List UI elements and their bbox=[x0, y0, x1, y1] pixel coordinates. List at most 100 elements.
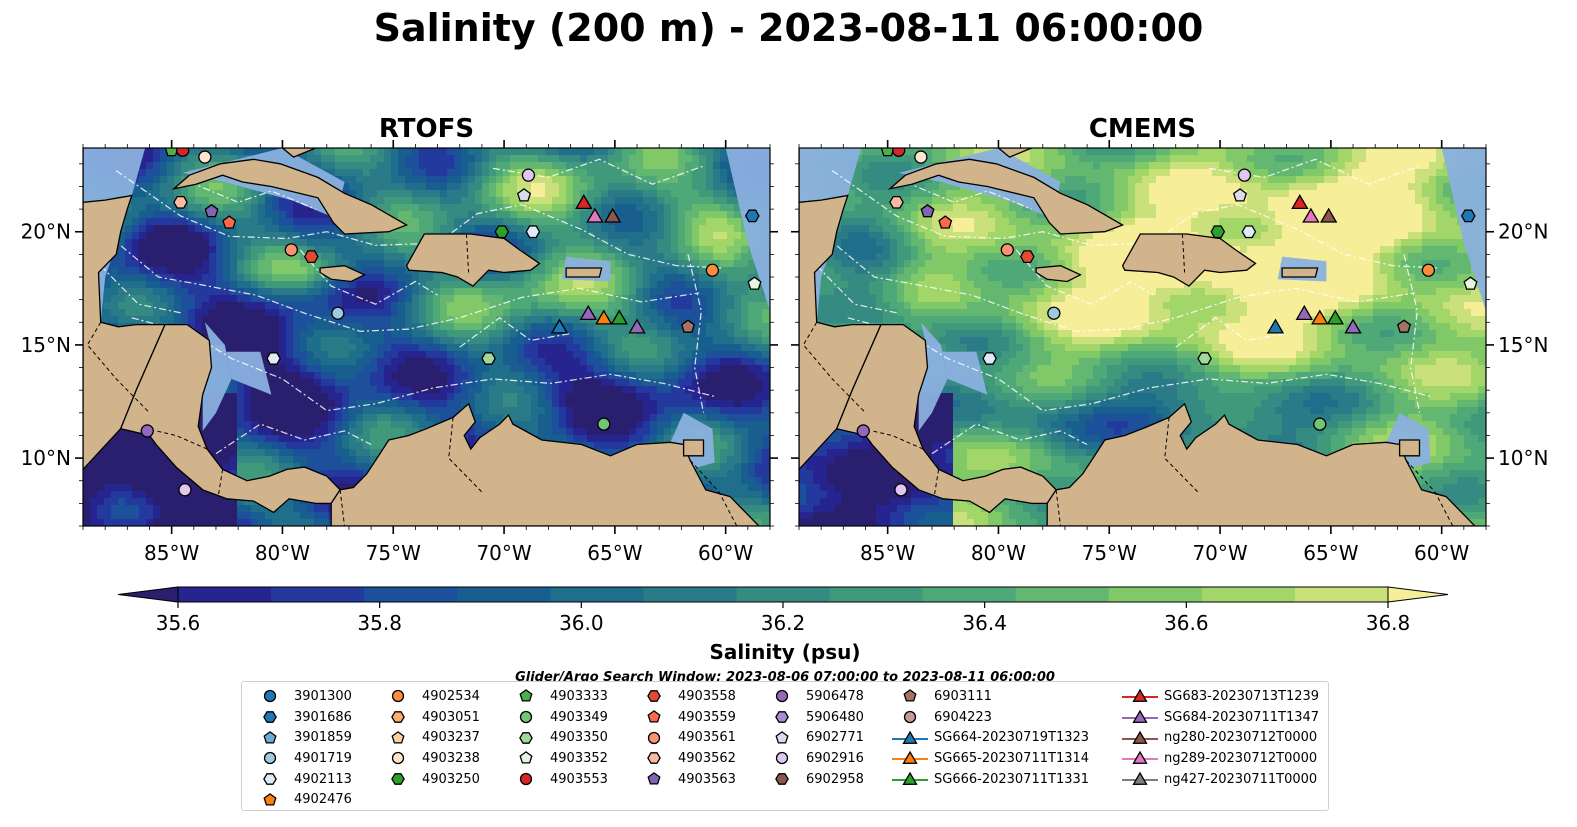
legend-marker bbox=[775, 690, 789, 703]
legend-item-SG665-20230711T1314: SG665-20230711T1314 bbox=[892, 748, 1089, 769]
marker-6903111 bbox=[1396, 319, 1412, 333]
glider-ng289-20230712T0000 bbox=[586, 207, 604, 223]
marker-6902916 bbox=[1237, 168, 1252, 182]
land-central-america bbox=[835, 323, 1057, 514]
colorbar-extend-high bbox=[1387, 586, 1449, 603]
marker-4903563 bbox=[204, 203, 219, 218]
legend-marker bbox=[263, 792, 277, 806]
lon-tick-label: 60°W bbox=[1414, 541, 1469, 565]
land-jamaica bbox=[319, 265, 366, 283]
legend-column: 6903111 6904223 SG664-20230719T1323 SG665-2… bbox=[892, 686, 1089, 789]
legend-label: 4901719 bbox=[294, 750, 352, 766]
marker-4903561 bbox=[284, 243, 298, 257]
legend-marker bbox=[519, 751, 533, 764]
legend-marker bbox=[775, 730, 789, 744]
marker-4903553 bbox=[892, 148, 906, 157]
land-south-america bbox=[330, 402, 760, 526]
marker-4903562 bbox=[173, 195, 188, 209]
marker-4902113 bbox=[982, 352, 997, 365]
lon-tick-label: 75°W bbox=[1082, 541, 1137, 565]
legend-marker bbox=[775, 711, 789, 723]
panel-title-cmems: CMEMS bbox=[1088, 114, 1197, 144]
map-frame bbox=[82, 147, 771, 527]
glider-ng280-20230712T0000 bbox=[603, 207, 622, 223]
marker-4902113 bbox=[525, 225, 541, 239]
legend-label: 6902916 bbox=[806, 750, 864, 766]
legend-marker bbox=[903, 710, 917, 724]
legend-label: 4903333 bbox=[550, 688, 608, 704]
legend-marker bbox=[263, 752, 277, 765]
land-cuba bbox=[171, 158, 409, 235]
legend-item-SG664-20230719T1323: SG664-20230719T1323 bbox=[892, 727, 1089, 748]
marker-4903562 bbox=[889, 195, 904, 209]
lon-tick-label: 75°W bbox=[366, 541, 421, 565]
lon-tick-label: 60°W bbox=[698, 541, 753, 565]
marker-6902958 bbox=[1504, 362, 1517, 374]
legend-marker bbox=[391, 690, 405, 703]
marker-6902771 bbox=[1232, 188, 1248, 202]
legend-label: 4903051 bbox=[422, 709, 480, 725]
legend-marker bbox=[647, 731, 661, 744]
legend-item-4903352: 4903352 bbox=[508, 748, 608, 769]
land-puerto-rico bbox=[565, 267, 603, 278]
legend-marker bbox=[892, 771, 928, 786]
glider-SG665-20230711T1314 bbox=[1311, 309, 1329, 325]
glider-ng289-20230712T0000 bbox=[1302, 207, 1320, 223]
colorbar-segment bbox=[829, 587, 924, 602]
colorbar-tick-label: 36.6 bbox=[1164, 611, 1209, 635]
legend-label: SG664-20230719T1323 bbox=[934, 730, 1090, 746]
lon-tick-label: 80°W bbox=[971, 541, 1026, 565]
legend-column: 3901300 3901686 3901859 4901719 4902113 49024… bbox=[252, 686, 352, 810]
legend-column: 4903333 4903349 4903350 4903352 4903553 bbox=[508, 686, 608, 789]
legend-item-4903553: 4903553 bbox=[508, 769, 608, 790]
legend-label: 3901859 bbox=[294, 730, 352, 746]
legend-item-4903559: 4903559 bbox=[636, 707, 736, 728]
marker-4903350 bbox=[1197, 352, 1212, 365]
tick-marks bbox=[75, 140, 778, 534]
marker-4903238 bbox=[198, 150, 212, 164]
colorbar-segment bbox=[364, 587, 458, 602]
legend-label: SG683-20230713T1239 bbox=[1164, 688, 1320, 704]
legend-marker bbox=[647, 772, 661, 785]
legend-label: 4903553 bbox=[550, 771, 608, 787]
legend-column: 4903558 4903559 4903561 4903562 4903563 bbox=[636, 686, 736, 789]
legend-label: 6902771 bbox=[806, 730, 864, 746]
glider-SG666-20230711T1331 bbox=[610, 309, 629, 325]
lat-tick-label: 15°N bbox=[21, 333, 71, 357]
legend-label: SG665-20230711T1314 bbox=[934, 750, 1090, 766]
colorbar-segment bbox=[271, 587, 365, 602]
legend-marker bbox=[647, 752, 661, 765]
legend-column: 4902534 4903051 4903237 4903238 4903250 bbox=[380, 686, 480, 789]
legend-item-5906478: 5906478 bbox=[764, 686, 864, 707]
land-trinidad bbox=[1398, 439, 1421, 457]
legend-item-4903250: 4903250 bbox=[380, 769, 480, 790]
glider-SG665-20230711T1314 bbox=[595, 309, 613, 325]
glider-SG684-20230711T1347 bbox=[579, 304, 598, 321]
legend-marker bbox=[519, 710, 533, 724]
legend-label: 4903237 bbox=[422, 730, 480, 746]
colorbar-segment bbox=[1201, 587, 1296, 602]
legend-item-4903561: 4903561 bbox=[636, 727, 736, 748]
marker-6902916 bbox=[178, 483, 192, 497]
land-south-america bbox=[1046, 402, 1476, 526]
legend-item-3901300: 3901300 bbox=[252, 686, 352, 707]
marker-6902916 bbox=[894, 483, 908, 497]
marker-4903333 bbox=[880, 148, 895, 157]
colorbar-segment bbox=[457, 587, 551, 602]
legend-label: SG684-20230711T1347 bbox=[1164, 709, 1320, 725]
legend-item-4903562: 4903562 bbox=[636, 748, 736, 769]
glider-ng280-20230712T0000 bbox=[1319, 207, 1338, 223]
colorbar-segment bbox=[1108, 587, 1203, 602]
colorbar-tick-label: 36.8 bbox=[1366, 611, 1411, 635]
legend-label: SG666-20230711T1331 bbox=[934, 771, 1090, 787]
legend-item-4902476: 4902476 bbox=[252, 789, 352, 810]
legend-label: 4903238 bbox=[422, 750, 480, 766]
glider-SG684-20230711T1347 bbox=[628, 318, 646, 334]
legend-item-6903111: 6903111 bbox=[892, 686, 1089, 707]
lon-tick-label: 80°W bbox=[255, 541, 310, 565]
legend-item-4903051: 4903051 bbox=[380, 707, 480, 728]
eez-boundaries bbox=[100, 158, 722, 455]
legend-item-3901686: 3901686 bbox=[252, 707, 352, 728]
marker-5906478 bbox=[140, 424, 154, 438]
legend-marker bbox=[519, 731, 533, 744]
